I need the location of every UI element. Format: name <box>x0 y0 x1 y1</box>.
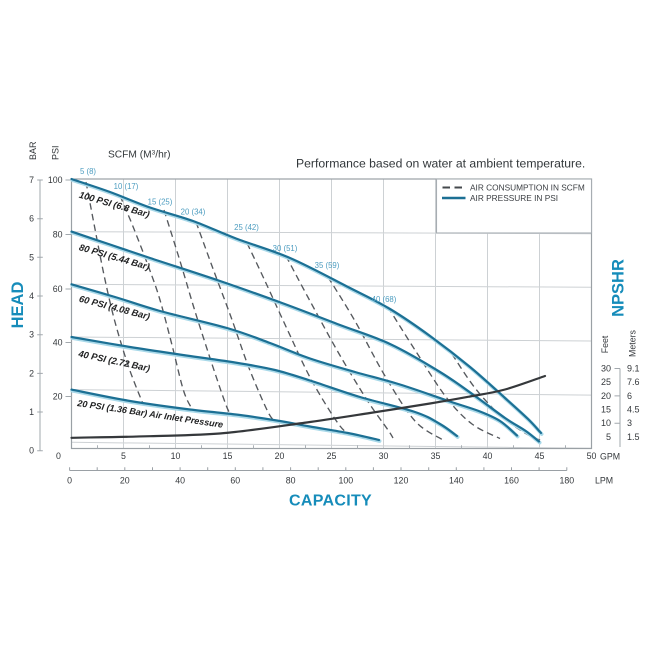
svg-text:60: 60 <box>230 476 240 486</box>
svg-text:3: 3 <box>29 330 34 340</box>
svg-text:80: 80 <box>286 476 296 486</box>
svg-text:140: 140 <box>449 476 464 486</box>
svg-text:0: 0 <box>29 446 34 456</box>
svg-text:5: 5 <box>29 252 34 262</box>
svg-text:1: 1 <box>29 407 34 417</box>
svg-text:AIR CONSUMPTION IN SCFM: AIR CONSUMPTION IN SCFM <box>470 183 585 193</box>
svg-text:30 (51): 30 (51) <box>273 244 298 253</box>
svg-text:15: 15 <box>223 451 233 461</box>
svg-text:15: 15 <box>601 405 611 415</box>
svg-text:HEAD: HEAD <box>9 282 27 329</box>
svg-text:PSI: PSI <box>51 145 61 160</box>
svg-text:6: 6 <box>29 214 34 224</box>
svg-text:40: 40 <box>483 451 493 461</box>
svg-text:LPM: LPM <box>595 476 613 486</box>
svg-text:CAPACITY: CAPACITY <box>289 493 372 510</box>
svg-text:10: 10 <box>171 451 181 461</box>
svg-text:6: 6 <box>627 391 632 401</box>
svg-text:5: 5 <box>606 432 611 442</box>
svg-text:4: 4 <box>29 291 34 301</box>
svg-text:SCFM (M3/hr): SCFM (M3/hr) <box>108 150 171 161</box>
svg-text:10 (17): 10 (17) <box>114 182 139 191</box>
svg-text:15 (25): 15 (25) <box>148 198 173 207</box>
svg-text:20: 20 <box>53 392 63 402</box>
svg-text:0: 0 <box>67 476 72 486</box>
svg-text:35: 35 <box>431 451 441 461</box>
svg-text:5 (8): 5 (8) <box>80 167 96 176</box>
svg-text:4.5: 4.5 <box>627 405 640 415</box>
svg-text:120: 120 <box>394 476 409 486</box>
svg-text:NPSHR: NPSHR <box>610 259 628 317</box>
svg-text:80: 80 <box>53 230 63 240</box>
svg-text:30: 30 <box>379 451 389 461</box>
svg-text:3: 3 <box>627 418 632 428</box>
svg-text:160: 160 <box>504 476 519 486</box>
svg-text:40 (68): 40 (68) <box>372 295 397 304</box>
svg-text:Feet: Feet <box>600 335 610 353</box>
svg-text:35 (59): 35 (59) <box>315 261 340 270</box>
svg-text:1.5: 1.5 <box>627 432 640 442</box>
svg-text:Performance based on water at: Performance based on water at ambient te… <box>296 156 585 170</box>
svg-text:20 (34): 20 (34) <box>181 208 206 217</box>
svg-text:25: 25 <box>601 377 611 387</box>
svg-text:180: 180 <box>559 476 574 486</box>
svg-text:25: 25 <box>327 451 337 461</box>
svg-text:45: 45 <box>535 451 545 461</box>
svg-text:9.1: 9.1 <box>627 364 640 374</box>
svg-text:7.6: 7.6 <box>627 377 640 387</box>
svg-text:20: 20 <box>275 451 285 461</box>
svg-text:60: 60 <box>53 284 63 294</box>
svg-text:20: 20 <box>601 391 611 401</box>
svg-text:Meters: Meters <box>628 329 638 356</box>
svg-text:30: 30 <box>601 364 611 374</box>
svg-text:7: 7 <box>29 175 34 185</box>
svg-text:10: 10 <box>601 418 611 428</box>
svg-text:50: 50 <box>587 451 597 461</box>
svg-text:40: 40 <box>175 476 185 486</box>
svg-text:AIR PRESSURE IN PSI: AIR PRESSURE IN PSI <box>470 193 558 203</box>
svg-text:20: 20 <box>120 476 130 486</box>
svg-text:GPM: GPM <box>600 452 620 462</box>
svg-text:100: 100 <box>338 476 353 486</box>
svg-text:25 (42): 25 (42) <box>234 223 259 232</box>
svg-text:BAR: BAR <box>28 141 38 160</box>
svg-text:0: 0 <box>56 451 61 461</box>
svg-text:40: 40 <box>53 338 63 348</box>
svg-text:2: 2 <box>29 368 34 378</box>
svg-text:100: 100 <box>48 175 63 185</box>
svg-text:5: 5 <box>121 451 126 461</box>
